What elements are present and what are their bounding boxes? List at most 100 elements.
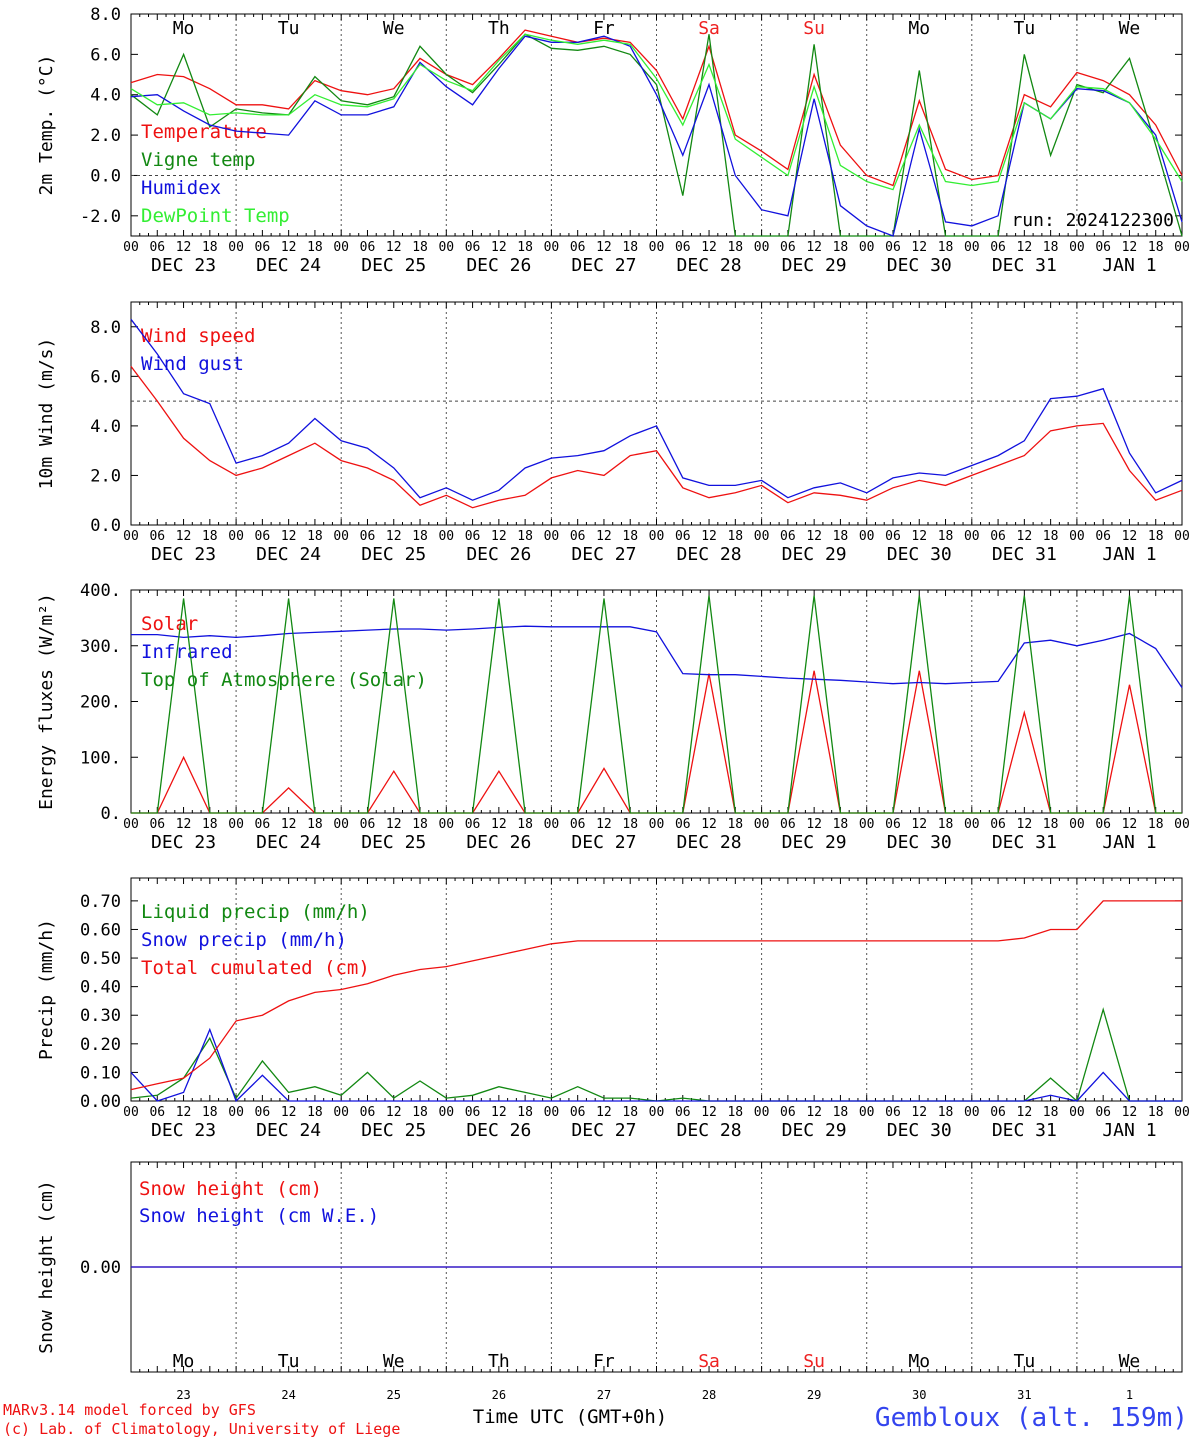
day-number: 25 bbox=[387, 1388, 401, 1402]
hour-tick-label: 18 bbox=[938, 817, 954, 832]
hour-tick-label: 06 bbox=[465, 529, 481, 544]
panel-3: 400. 300. 200. 100. 0. Energy fluxes (W/m²) So… bbox=[36, 581, 1190, 853]
day-number: 29 bbox=[807, 1388, 821, 1402]
y-tick-label: 0.70 bbox=[80, 892, 121, 912]
day-number: 26 bbox=[492, 1388, 506, 1402]
y-tick-label: 0.00 bbox=[80, 1258, 121, 1278]
hour-tick-label: 00 bbox=[859, 1105, 875, 1120]
hour-tick-label: 18 bbox=[622, 240, 638, 255]
hour-tick-label: 00 bbox=[228, 240, 244, 255]
hour-tick-label: 12 bbox=[911, 1105, 927, 1120]
legend-entry: Solar bbox=[141, 613, 198, 635]
y-tick-label: 2.0 bbox=[90, 466, 121, 486]
credit-line: (c) Lab. of Climatology, University of L… bbox=[3, 1420, 400, 1438]
hour-tick-label: 06 bbox=[780, 817, 796, 832]
hour-tick-label: 12 bbox=[701, 529, 717, 544]
hour-tick-label: 06 bbox=[990, 817, 1006, 832]
date-label: DEC 29 bbox=[782, 255, 847, 276]
date-label: DEC 28 bbox=[677, 1120, 742, 1141]
hour-tick-label: 18 bbox=[938, 1105, 954, 1120]
hour-tick-label: 00 bbox=[544, 529, 560, 544]
day-number: 28 bbox=[702, 1388, 716, 1402]
date-label: DEC 24 bbox=[256, 544, 321, 565]
hour-tick-label: 06 bbox=[570, 240, 586, 255]
hour-tick-label: 00 bbox=[123, 240, 139, 255]
hour-tick-label: 00 bbox=[754, 240, 770, 255]
hour-tick-label: 06 bbox=[570, 1105, 586, 1120]
hour-tick-label: 18 bbox=[622, 817, 638, 832]
date-label: DEC 26 bbox=[466, 1120, 531, 1141]
hour-tick-label: 06 bbox=[149, 240, 165, 255]
weekday-label: Tu bbox=[278, 18, 300, 39]
y-tick-label: -2.0 bbox=[80, 207, 121, 227]
hour-tick-label: 06 bbox=[360, 240, 376, 255]
panel-2: 8.0 6.0 4.0 2.0 0.0 10m Wind (m/s) Wind speed W… bbox=[36, 301, 1190, 565]
hour-tick-label: 12 bbox=[1017, 817, 1033, 832]
hour-tick-label: 12 bbox=[596, 240, 612, 255]
hour-tick-label: 12 bbox=[176, 529, 192, 544]
y-tick-label: 0.0 bbox=[90, 166, 121, 186]
hour-tick-label: 06 bbox=[675, 817, 691, 832]
date-label: DEC 25 bbox=[361, 1120, 426, 1141]
hour-tick-label: 12 bbox=[281, 1105, 297, 1120]
hour-tick-label: 18 bbox=[622, 529, 638, 544]
hour-tick-label: 18 bbox=[833, 240, 849, 255]
hour-tick-label: 12 bbox=[701, 1105, 717, 1120]
panel-5: 0.00 Snow height (cm) Snow height (cm) Snow… bbox=[36, 1161, 1183, 1402]
hour-tick-label: 12 bbox=[1017, 529, 1033, 544]
hour-tick-label: 18 bbox=[202, 529, 218, 544]
hour-tick-label: 00 bbox=[964, 1105, 980, 1120]
weekday-label: Fr bbox=[593, 18, 615, 39]
hour-tick-label: 18 bbox=[517, 817, 533, 832]
hour-tick-label: 12 bbox=[1122, 529, 1138, 544]
hour-tick-label: 00 bbox=[1069, 529, 1085, 544]
hour-tick-label: 18 bbox=[833, 1105, 849, 1120]
series-line-1 bbox=[130, 366, 1183, 509]
hour-tick-label: 12 bbox=[281, 529, 297, 544]
date-label: DEC 24 bbox=[256, 1120, 321, 1141]
date-label: DEC 29 bbox=[782, 1120, 847, 1141]
hour-tick-label: 00 bbox=[1069, 240, 1085, 255]
date-label: JAN 1 bbox=[1102, 832, 1156, 853]
hour-tick-label: 00 bbox=[544, 1105, 560, 1120]
date-label: DEC 24 bbox=[256, 832, 321, 853]
date-label: DEC 24 bbox=[256, 255, 321, 276]
date-label: DEC 28 bbox=[677, 255, 742, 276]
date-label: DEC 26 bbox=[466, 544, 531, 565]
hour-tick-label: 12 bbox=[701, 817, 717, 832]
date-label: DEC 23 bbox=[151, 1120, 216, 1141]
hour-tick-label: 12 bbox=[911, 529, 927, 544]
hour-tick-label: 06 bbox=[780, 240, 796, 255]
date-label: DEC 25 bbox=[361, 255, 426, 276]
hour-tick-label: 00 bbox=[438, 529, 454, 544]
hour-tick-label: 06 bbox=[465, 817, 481, 832]
hour-tick-label: 18 bbox=[727, 529, 743, 544]
weekday-label: Su bbox=[803, 1351, 825, 1372]
weekday-label: Tu bbox=[1014, 1351, 1036, 1372]
date-label: DEC 29 bbox=[782, 832, 847, 853]
hour-tick-label: 00 bbox=[123, 1105, 139, 1120]
hour-tick-label: 00 bbox=[1174, 817, 1190, 832]
hour-tick-label: 18 bbox=[938, 529, 954, 544]
hour-tick-label: 18 bbox=[1148, 1105, 1164, 1120]
weekday-label: Mo bbox=[908, 18, 930, 39]
y-tick-label: 0.30 bbox=[80, 1006, 121, 1026]
hour-tick-label: 00 bbox=[649, 529, 665, 544]
date-label: JAN 1 bbox=[1102, 1120, 1156, 1141]
hour-tick-label: 12 bbox=[596, 1105, 612, 1120]
hour-tick-label: 18 bbox=[727, 1105, 743, 1120]
hour-tick-label: 12 bbox=[1122, 240, 1138, 255]
hour-tick-label: 00 bbox=[333, 240, 349, 255]
hour-tick-label: 18 bbox=[307, 529, 323, 544]
hour-tick-label: 18 bbox=[1043, 529, 1059, 544]
hour-tick-label: 06 bbox=[675, 240, 691, 255]
date-label: DEC 30 bbox=[887, 1120, 952, 1141]
hour-tick-label: 00 bbox=[754, 817, 770, 832]
hour-tick-label: 12 bbox=[701, 240, 717, 255]
hour-tick-label: 00 bbox=[333, 817, 349, 832]
day-number: 27 bbox=[597, 1388, 611, 1402]
legend-entry: Snow precip (mm/h) bbox=[141, 929, 347, 951]
day-number: 23 bbox=[176, 1388, 190, 1402]
weekday-label: We bbox=[1119, 1351, 1141, 1372]
hour-tick-label: 12 bbox=[1122, 817, 1138, 832]
